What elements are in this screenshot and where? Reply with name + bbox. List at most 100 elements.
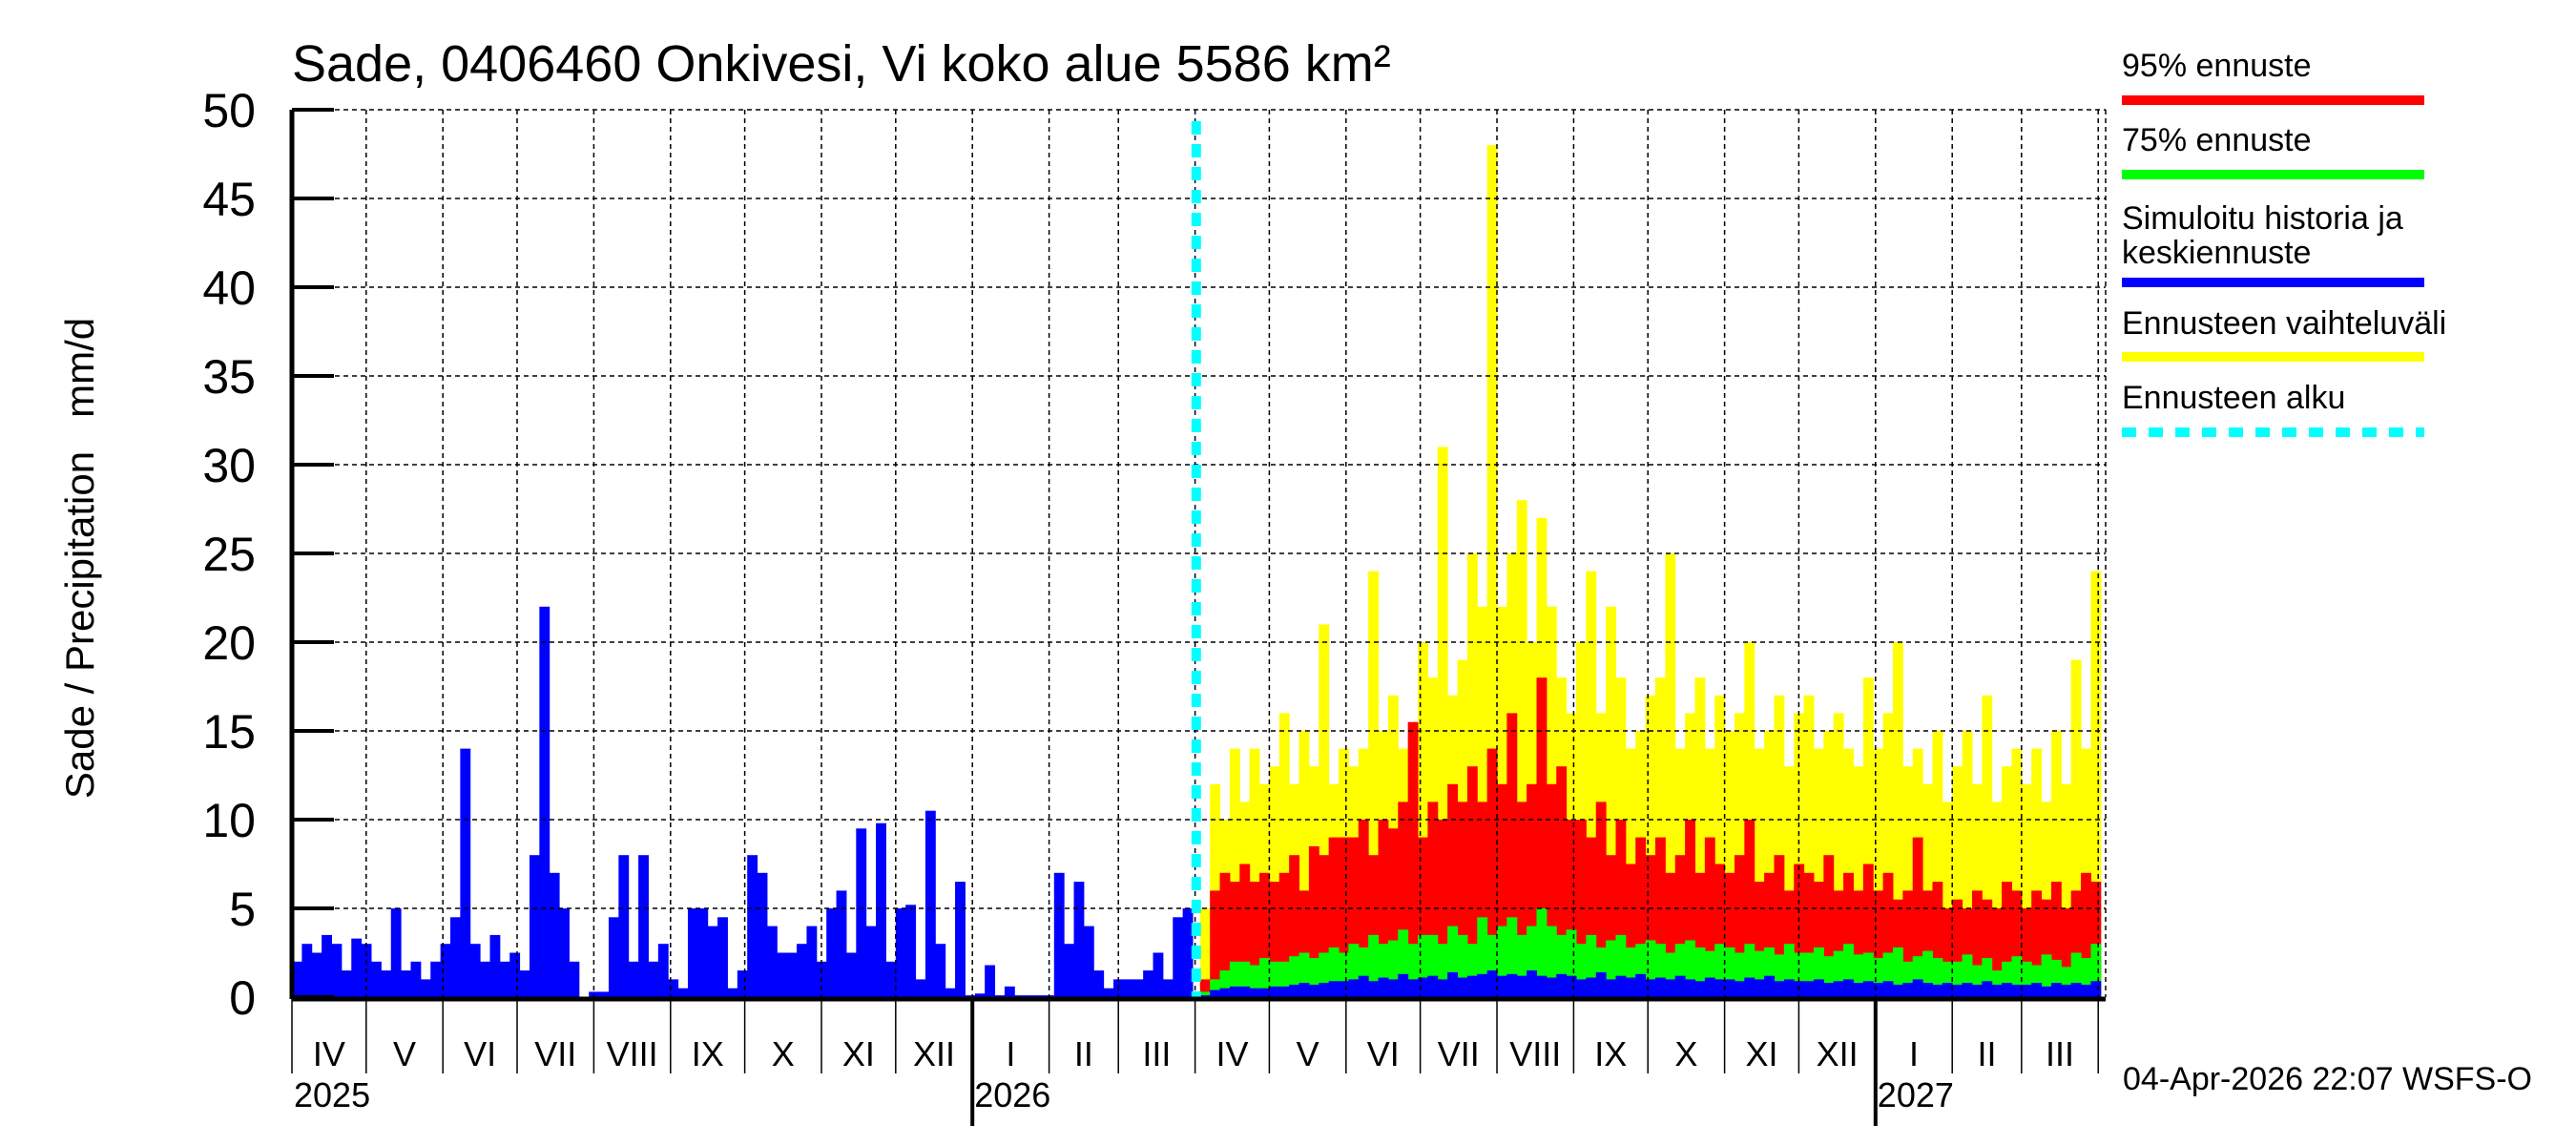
p75-bar (1199, 991, 1211, 997)
p75-bar (1873, 958, 1884, 997)
y-axis-label: Sade / Precipitation mm/d (57, 318, 102, 799)
p95-bar (1278, 872, 1290, 997)
p75-bar (1764, 947, 1775, 997)
timestamp: 04-Apr-2026 22:07 WSFS-O (2123, 1061, 2532, 1097)
history-bar (1004, 986, 1015, 997)
mean-forecast-bar (2011, 984, 2023, 997)
mean-forecast-bar (1982, 981, 1993, 997)
p95-bar (1764, 872, 1775, 997)
mean-forecast-bar (1833, 981, 1844, 997)
mean-forecast-bar (1902, 983, 1914, 997)
bars-layer (292, 145, 2102, 997)
p95-bar (1259, 872, 1270, 997)
p95-bar (2002, 882, 2012, 997)
p95-bar (1447, 783, 1459, 997)
month-label: I (1006, 1034, 1015, 1073)
p75-bar (1813, 947, 1824, 997)
history-bar (292, 961, 302, 997)
p75-bar (1210, 979, 1221, 997)
p95-bar (1615, 820, 1627, 997)
range-bar (1862, 677, 1874, 997)
history-bar (499, 961, 510, 997)
p95-bar (1873, 890, 1884, 997)
p75-bar (1783, 944, 1795, 997)
mean-forecast-bar (1764, 975, 1775, 997)
p95-bar (1546, 783, 1557, 997)
history-bar (569, 961, 580, 997)
p75-bar (1466, 944, 1478, 997)
p95-bar (1595, 802, 1607, 997)
history-bar (786, 952, 798, 997)
range-bar (1952, 766, 1963, 997)
mean-forecast-bar (1635, 973, 1647, 997)
mean-forecast-bar (1566, 975, 1577, 997)
p75-bar (1952, 961, 1963, 997)
history-bar (668, 979, 679, 997)
legend-label: 95% ennuste (2122, 48, 2312, 84)
history-bar (549, 872, 560, 997)
mean-forecast-bar (1754, 979, 1765, 997)
history-bar (955, 882, 966, 997)
history-bar (965, 995, 976, 997)
y-tick-label: 25 (202, 528, 256, 581)
p95-bar (1912, 837, 1923, 997)
p75-bar (1932, 958, 1943, 997)
mean-forecast-bar (1971, 984, 1983, 997)
p75-bar (2090, 944, 2102, 997)
mean-forecast-bar (1694, 981, 1706, 997)
mean-forecast-bar (1477, 973, 1488, 997)
month-label: IX (692, 1034, 724, 1073)
p75-bar (1259, 958, 1270, 997)
y-tick-label: 20 (202, 616, 256, 670)
y-tick-label: 35 (202, 350, 256, 404)
p75-bar (1714, 944, 1726, 997)
p75-bar (1556, 934, 1568, 997)
range-bar (1586, 571, 1597, 997)
p95-bar (1319, 855, 1330, 997)
history-bar (935, 944, 946, 997)
mean-forecast-bar (1674, 975, 1686, 997)
p95-bar (1466, 766, 1478, 997)
history-bar (777, 952, 788, 997)
p75-bar (2031, 965, 2043, 997)
p75-bar (1971, 965, 1983, 997)
history-bar (381, 970, 392, 997)
p95-bar (1339, 837, 1349, 997)
history-bar (985, 965, 996, 997)
p95-bar (1942, 908, 1953, 997)
mean-forecast-bar (2050, 983, 2062, 997)
history-bar (895, 908, 906, 997)
p95-bar (2061, 908, 2072, 997)
p95-bar (1882, 872, 1894, 997)
p95-bar (1902, 890, 1914, 997)
range-bar (1783, 766, 1795, 997)
p75-bar (1328, 947, 1340, 997)
y-tick-label: 15 (202, 705, 256, 759)
p75-bar (1685, 940, 1695, 997)
p95-bar (1497, 783, 1507, 997)
y-tick-label: 0 (229, 971, 256, 1025)
range-bar (1229, 748, 1240, 997)
p75-bar (1516, 934, 1527, 997)
range-bar (1437, 447, 1448, 997)
p75-bar (2081, 958, 2091, 997)
p75-bar (1962, 954, 1973, 997)
mean-forecast-bar (1813, 979, 1824, 997)
p95-bar (1982, 899, 1993, 997)
history-bar (301, 944, 313, 997)
month-label: I (1909, 1034, 1919, 1073)
p75-bar (1339, 952, 1349, 997)
month-label: V (1297, 1034, 1319, 1073)
p95-bar (1368, 855, 1380, 997)
p95-bar (2081, 872, 2091, 997)
month-label: VIII (607, 1034, 658, 1073)
p75-bar (1902, 961, 1914, 997)
history-bar (727, 988, 738, 997)
history-bar (697, 908, 709, 997)
mean-forecast-bar (1714, 979, 1726, 997)
mean-forecast-bar (1922, 983, 1933, 997)
p75-bar (1586, 934, 1597, 997)
mean-forecast-bar (1685, 979, 1695, 997)
mean-forecast-bar (1724, 979, 1735, 997)
history-bar (1014, 995, 1026, 997)
